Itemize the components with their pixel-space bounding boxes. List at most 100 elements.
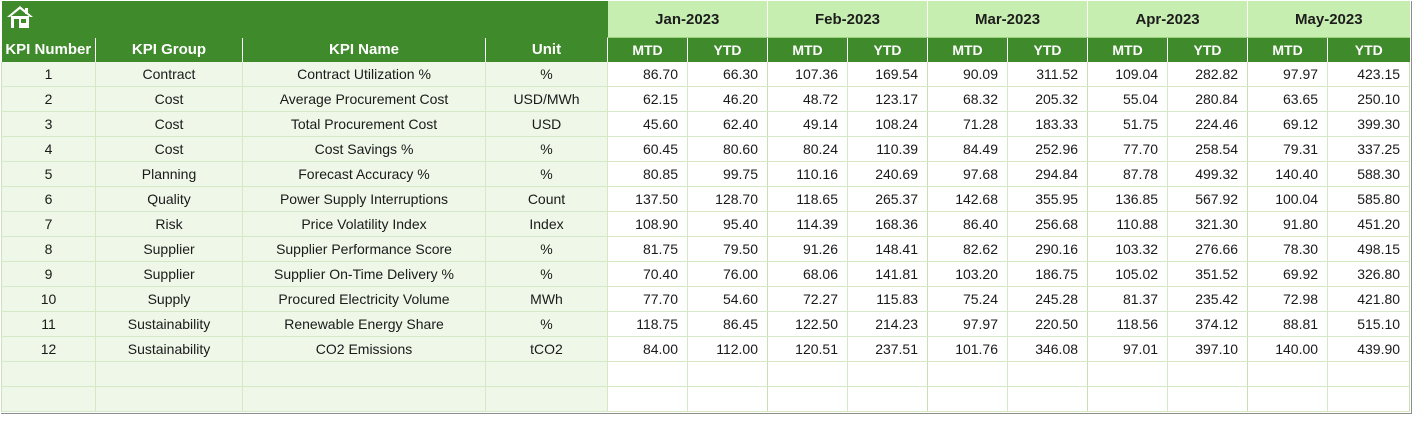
home-icon[interactable]	[2, 4, 34, 30]
ytd-value-cell[interactable]: 54.60	[687, 286, 768, 312]
ytd-value-cell[interactable]: 183.33	[1007, 111, 1089, 137]
mtd-value-cell[interactable]: 97.97	[1247, 62, 1329, 87]
kpi-number-cell[interactable]: 3	[1, 111, 96, 137]
mtd-value-cell[interactable]: 118.65	[767, 186, 848, 212]
kpi-name-cell[interactable]	[242, 386, 486, 412]
ytd-value-cell[interactable]	[1327, 386, 1411, 412]
ytd-value-cell[interactable]: 282.82	[1167, 62, 1249, 87]
ytd-value-cell[interactable]: 265.37	[847, 186, 929, 212]
ytd-value-cell[interactable]: 397.10	[1167, 336, 1249, 362]
kpi-group-cell[interactable]: Risk	[95, 211, 243, 237]
ytd-value-cell[interactable]: 66.30	[687, 62, 768, 87]
mtd-value-cell[interactable]	[1087, 386, 1169, 412]
ytd-value-cell[interactable]: 374.12	[1167, 311, 1249, 337]
mtd-value-cell[interactable]	[767, 386, 848, 412]
mtd-value-cell[interactable]	[1247, 361, 1329, 387]
ytd-value-cell[interactable]	[1007, 361, 1089, 387]
kpi-name-cell[interactable]: Supplier On-Time Delivery %	[242, 261, 486, 287]
kpi-name-cell[interactable]	[242, 361, 486, 387]
ytd-value-cell[interactable]: 224.46	[1167, 111, 1249, 137]
kpi-name-cell[interactable]: Power Supply Interruptions	[242, 186, 486, 212]
mtd-value-cell[interactable]: 97.97	[927, 311, 1009, 337]
ytd-value-cell[interactable]	[1327, 361, 1411, 387]
ytd-value-cell[interactable]	[687, 361, 768, 387]
mtd-value-cell[interactable]: 81.37	[1087, 286, 1169, 312]
mtd-value-cell[interactable]: 51.75	[1087, 111, 1169, 137]
mtd-value-cell[interactable]: 71.28	[927, 111, 1009, 137]
unit-cell[interactable]: %	[485, 261, 608, 287]
mtd-value-cell[interactable]: 91.80	[1247, 211, 1329, 237]
kpi-number-cell[interactable]: 1	[1, 62, 96, 87]
ytd-value-cell[interactable]: 280.84	[1167, 86, 1249, 112]
mtd-value-cell[interactable]	[927, 386, 1009, 412]
ytd-value-cell[interactable]: 351.52	[1167, 261, 1249, 287]
mtd-value-cell[interactable]: 48.72	[767, 86, 848, 112]
mtd-value-cell[interactable]: 140.40	[1247, 161, 1329, 187]
mtd-value-cell[interactable]: 114.39	[767, 211, 848, 237]
mtd-value-cell[interactable]: 63.65	[1247, 86, 1329, 112]
mtd-value-cell[interactable]: 107.36	[767, 62, 848, 87]
ytd-value-cell[interactable]: 128.70	[687, 186, 768, 212]
mtd-value-cell[interactable]: 103.32	[1087, 236, 1169, 262]
kpi-group-cell[interactable]: Sustainability	[95, 336, 243, 362]
mtd-value-cell[interactable]: 100.04	[1247, 186, 1329, 212]
mtd-value-cell[interactable]: 84.49	[927, 136, 1009, 162]
mtd-value-cell[interactable]: 70.40	[607, 261, 688, 287]
mtd-value-cell[interactable]: 68.32	[927, 86, 1009, 112]
mtd-value-cell[interactable]: 72.98	[1247, 286, 1329, 312]
mtd-value-cell[interactable]: 84.00	[607, 336, 688, 362]
mtd-value-cell[interactable]: 68.06	[767, 261, 848, 287]
mtd-value-cell[interactable]	[607, 361, 688, 387]
kpi-group-cell[interactable]: Supplier	[95, 261, 243, 287]
mtd-value-cell[interactable]: 108.90	[607, 211, 688, 237]
mtd-value-cell[interactable]: 80.85	[607, 161, 688, 187]
unit-cell[interactable]: USD/MWh	[485, 86, 608, 112]
mtd-value-cell[interactable]: 109.04	[1087, 62, 1169, 87]
unit-cell[interactable]: Index	[485, 211, 608, 237]
kpi-group-cell[interactable]	[95, 361, 243, 387]
ytd-value-cell[interactable]: 214.23	[847, 311, 929, 337]
mtd-value-cell[interactable]: 77.70	[1087, 136, 1169, 162]
mtd-value-cell[interactable]: 79.31	[1247, 136, 1329, 162]
kpi-name-cell[interactable]: Forecast Accuracy %	[242, 161, 486, 187]
mtd-value-cell[interactable]: 120.51	[767, 336, 848, 362]
ytd-value-cell[interactable]	[847, 386, 929, 412]
ytd-value-cell[interactable]: 252.96	[1007, 136, 1089, 162]
unit-cell[interactable]: %	[485, 62, 608, 87]
ytd-value-cell[interactable]: 423.15	[1327, 62, 1411, 87]
ytd-value-cell[interactable]: 115.83	[847, 286, 929, 312]
unit-cell[interactable]: Count	[485, 186, 608, 212]
ytd-value-cell[interactable]: 235.42	[1167, 286, 1249, 312]
mtd-value-cell[interactable]: 69.92	[1247, 261, 1329, 287]
unit-cell[interactable]: %	[485, 161, 608, 187]
mtd-value-cell[interactable]: 101.76	[927, 336, 1009, 362]
ytd-value-cell[interactable]: 499.32	[1167, 161, 1249, 187]
ytd-value-cell[interactable]: 80.60	[687, 136, 768, 162]
ytd-value-cell[interactable]: 498.15	[1327, 236, 1411, 262]
ytd-value-cell[interactable]: 256.68	[1007, 211, 1089, 237]
ytd-value-cell[interactable]: 515.10	[1327, 311, 1411, 337]
ytd-value-cell[interactable]	[1167, 386, 1249, 412]
kpi-number-cell[interactable]: 12	[1, 336, 96, 362]
ytd-value-cell[interactable]: 141.81	[847, 261, 929, 287]
mtd-value-cell[interactable]: 69.12	[1247, 111, 1329, 137]
kpi-name-cell[interactable]: Cost Savings %	[242, 136, 486, 162]
mtd-value-cell[interactable]: 80.24	[767, 136, 848, 162]
ytd-value-cell[interactable]: 148.41	[847, 236, 929, 262]
mtd-value-cell[interactable]: 97.68	[927, 161, 1009, 187]
ytd-value-cell[interactable]: 326.80	[1327, 261, 1411, 287]
kpi-name-cell[interactable]: Total Procurement Cost	[242, 111, 486, 137]
ytd-value-cell[interactable]: 421.80	[1327, 286, 1411, 312]
kpi-number-cell[interactable]: 10	[1, 286, 96, 312]
unit-cell[interactable]: %	[485, 236, 608, 262]
mtd-value-cell[interactable]: 88.81	[1247, 311, 1329, 337]
kpi-number-cell[interactable]: 11	[1, 311, 96, 337]
mtd-value-cell[interactable]: 45.60	[607, 111, 688, 137]
unit-cell[interactable]: %	[485, 136, 608, 162]
mtd-value-cell[interactable]: 91.26	[767, 236, 848, 262]
mtd-value-cell[interactable]: 72.27	[767, 286, 848, 312]
mtd-value-cell[interactable]: 122.50	[767, 311, 848, 337]
mtd-value-cell[interactable]	[767, 361, 848, 387]
unit-cell[interactable]	[485, 386, 608, 412]
ytd-value-cell[interactable]: 220.50	[1007, 311, 1089, 337]
